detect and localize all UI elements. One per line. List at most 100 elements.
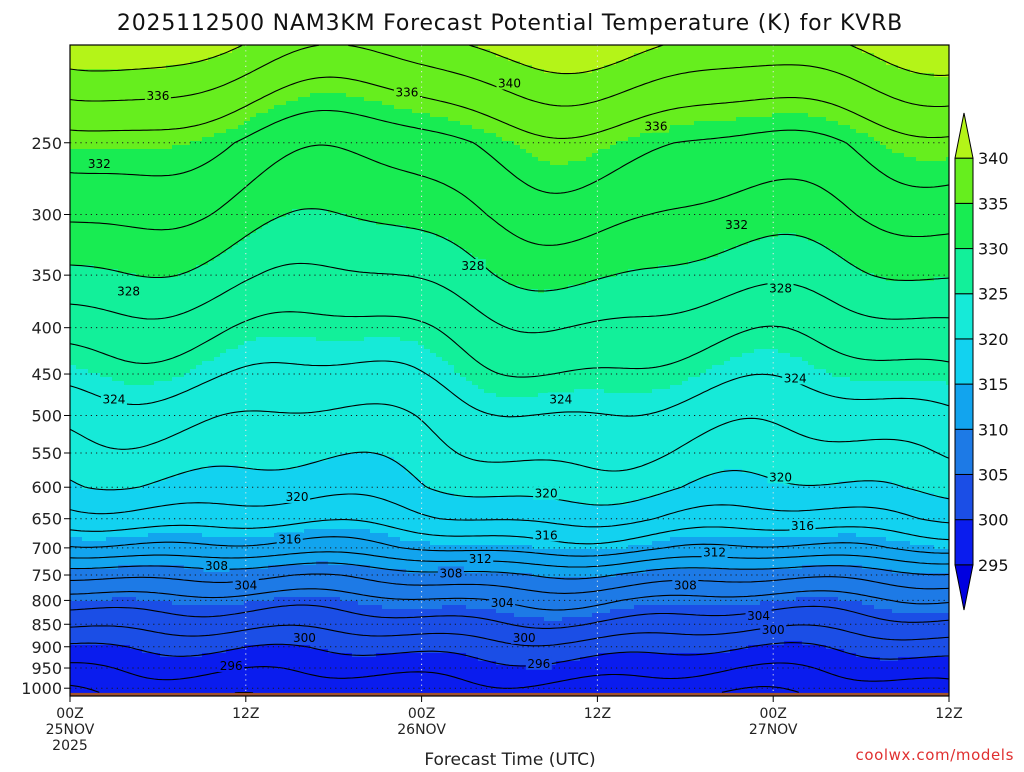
- field-cell: [256, 113, 431, 118]
- field-cell: [592, 69, 911, 74]
- field-cell: [652, 389, 949, 394]
- field-cell: [814, 365, 949, 370]
- field-cell: [70, 437, 949, 442]
- field-cell: [400, 337, 949, 342]
- field-cell: [70, 381, 125, 386]
- field-cell: [724, 469, 743, 474]
- field-cell: [670, 537, 887, 542]
- field-cell: [70, 97, 299, 102]
- x-tick-label: 00Z: [408, 706, 435, 722]
- y-tick-label: 300: [31, 205, 62, 224]
- contour-label: 308: [439, 566, 462, 580]
- contour-line: [70, 45, 949, 76]
- field-cell: [70, 277, 503, 282]
- field-cell: [724, 249, 833, 254]
- field-cell: [70, 337, 257, 342]
- field-cell: [238, 125, 473, 130]
- field-cell: [70, 569, 407, 574]
- field-cell: [70, 281, 509, 286]
- credit-text: coolwx.com/models: [856, 746, 1015, 764]
- field-cell: [70, 533, 149, 538]
- field-cell: [112, 377, 173, 382]
- field-cell: [190, 269, 491, 274]
- field-cell: [430, 349, 755, 354]
- contour-label: 300: [293, 631, 316, 645]
- field-cell: [424, 229, 949, 234]
- field-cell: [394, 105, 949, 110]
- field-cell: [508, 281, 587, 286]
- field-cell: [904, 153, 949, 158]
- colorbar-segment: [954, 112, 974, 159]
- field-cell: [70, 245, 233, 250]
- field-cell: [154, 381, 473, 386]
- field-cell: [376, 221, 949, 226]
- field-cell: [436, 233, 779, 238]
- field-cell: [70, 209, 293, 214]
- field-cell: [76, 481, 155, 486]
- contour-label-bg: [767, 281, 794, 295]
- field-cell: [70, 101, 287, 106]
- field-cell: [286, 213, 347, 218]
- field-cell: [700, 373, 833, 378]
- field-cell: [604, 65, 899, 70]
- y-tick-label: 600: [31, 478, 62, 497]
- contour-label: 308: [205, 559, 228, 573]
- field-cell: [70, 141, 191, 146]
- field-cell: [568, 161, 949, 166]
- field-cell: [70, 65, 167, 70]
- field-cell: [70, 221, 269, 226]
- x-tick-label: 2025: [52, 738, 88, 754]
- field-cell: [70, 193, 949, 198]
- field-cell: [70, 417, 949, 422]
- field-cell: [856, 533, 949, 538]
- field-cell: [244, 341, 419, 346]
- field-cell: [712, 365, 815, 370]
- grid-lines: [69, 45, 950, 696]
- field-cell: [550, 161, 569, 166]
- field-cell: [496, 393, 539, 398]
- field-cell: [628, 545, 935, 550]
- field-cell: [586, 281, 949, 286]
- field-cell: [136, 597, 275, 602]
- field-cell: [802, 565, 863, 570]
- field-cell: [70, 317, 949, 322]
- contour-label-bg: [745, 608, 772, 622]
- colorbar-label: 315: [978, 375, 1009, 394]
- field-cell: [418, 341, 949, 346]
- field-cell: [748, 241, 821, 246]
- field-cell: [748, 645, 827, 650]
- field-cell: [226, 249, 467, 254]
- field-cell: [640, 133, 869, 138]
- field-cell: [412, 473, 713, 478]
- field-cell: [316, 337, 365, 342]
- field-cell: [220, 53, 497, 58]
- field-cell: [70, 629, 949, 634]
- field-cell: [70, 541, 431, 546]
- contour-label-bg: [276, 532, 303, 546]
- field-cell: [268, 221, 377, 226]
- contour-label: 316: [791, 519, 814, 533]
- field-cell: [694, 121, 839, 126]
- field-cell: [70, 45, 239, 50]
- field-cell: [544, 617, 563, 622]
- contour-line: [70, 311, 949, 378]
- field-cell: [166, 65, 533, 70]
- field-cell: [220, 353, 437, 358]
- field-cell: [760, 473, 949, 478]
- field-cell: [70, 409, 949, 414]
- contour-label-bg: [496, 76, 523, 90]
- field-cell: [670, 385, 949, 390]
- field-cell: [70, 49, 233, 54]
- field-cell: [70, 197, 949, 202]
- field-cell: [328, 457, 395, 462]
- field-cell: [514, 141, 617, 146]
- field-cell: [70, 689, 949, 694]
- field-cell: [70, 573, 533, 578]
- field-cell: [70, 457, 329, 462]
- x-tick-label: 26NOV: [397, 722, 446, 738]
- field-cell: [514, 613, 593, 618]
- contour-label: 320: [769, 470, 792, 484]
- field-cell: [70, 133, 215, 138]
- field-cell: [286, 101, 383, 106]
- field-cell: [448, 361, 725, 366]
